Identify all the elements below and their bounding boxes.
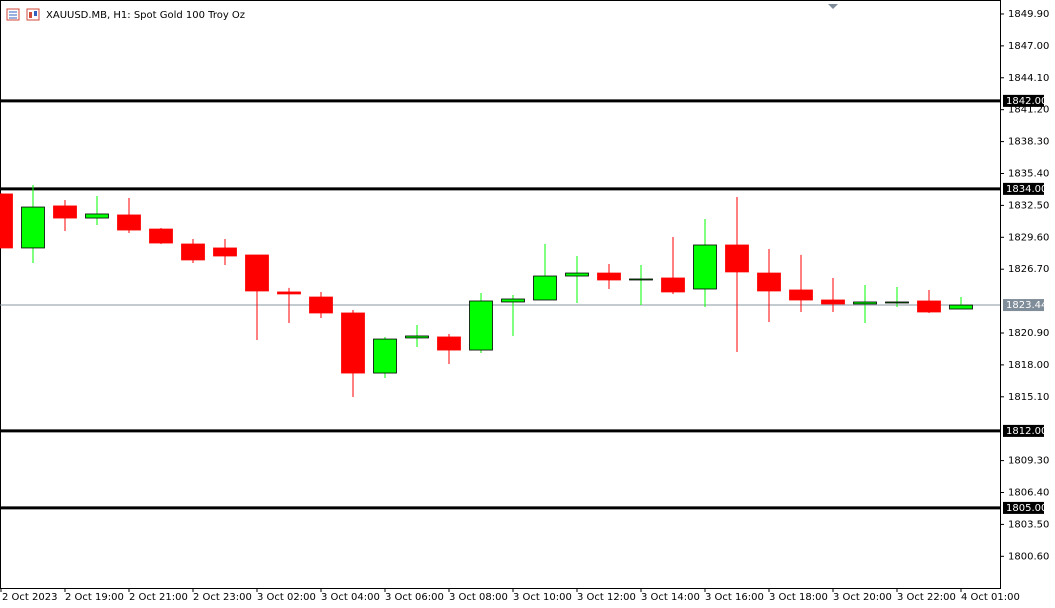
chart-title: XAUUSD.MB, H1: Spot Gold 100 Troy Oz — [46, 10, 245, 21]
y-tick-label: 1818.00 — [1008, 360, 1049, 371]
candle-body — [373, 338, 397, 374]
level-label: 1834.00 — [1006, 184, 1047, 195]
plot-frame — [0, 0, 1001, 589]
candle-body — [949, 304, 973, 310]
candle-body — [53, 205, 77, 219]
y-tick-label: 1809.30 — [1008, 456, 1049, 467]
y-tick-label: 1841.20 — [1008, 105, 1049, 116]
level-label: 1842.00 — [1006, 96, 1047, 107]
x-tick-label: 4 Oct 01:00 — [961, 592, 1020, 603]
y-tick-label: 1847.00 — [1008, 41, 1049, 52]
candle-body — [0, 193, 13, 249]
candle-body — [181, 243, 205, 261]
level-label-box — [1003, 424, 1044, 437]
y-tick-label: 1815.10 — [1008, 392, 1049, 403]
price-label-box — [1003, 299, 1044, 312]
y-tick-label: 1832.50 — [1008, 200, 1049, 211]
x-tick-label: 3 Oct 22:00 — [897, 592, 956, 603]
candle-body — [693, 244, 717, 290]
candle-body — [437, 336, 461, 351]
candle-body — [405, 335, 429, 339]
candle-body — [565, 272, 589, 277]
candle-body — [501, 298, 525, 303]
shift-marker — [828, 4, 838, 9]
y-tick-label: 1803.50 — [1008, 519, 1049, 530]
candle-body — [213, 247, 237, 257]
candle-body — [629, 278, 653, 281]
plot-area — [0, 99, 1000, 510]
x-tick-label: 3 Oct 14:00 — [641, 592, 700, 603]
candle-body — [21, 206, 45, 249]
candle-body — [853, 301, 877, 305]
candle-body — [309, 296, 333, 314]
level-label-box — [1003, 501, 1044, 514]
y-tick-label: 1826.70 — [1008, 264, 1049, 275]
candle-body — [661, 277, 685, 293]
candle-body — [821, 299, 845, 305]
x-tick-label: 2 Oct 2023 — [2, 592, 57, 603]
y-tick-label: 1838.30 — [1008, 137, 1049, 148]
x-tick-label: 3 Oct 16:00 — [705, 592, 764, 603]
candle-body — [149, 228, 173, 244]
candle-body — [277, 291, 301, 295]
candle-body — [725, 244, 749, 273]
level-label: 1805.00 — [1006, 503, 1047, 514]
x-tick-label: 3 Oct 20:00 — [833, 592, 892, 603]
x-tick-label: 3 Oct 10:00 — [513, 592, 572, 603]
candle-body — [885, 301, 909, 304]
symbol-icons — [6, 8, 40, 21]
y-tick-label: 1800.60 — [1008, 551, 1049, 562]
y-tick-label: 1820.90 — [1008, 328, 1049, 339]
x-tick-label: 2 Oct 21:00 — [129, 592, 188, 603]
x-tick-label: 2 Oct 19:00 — [65, 592, 124, 603]
x-tick-label: 3 Oct 18:00 — [769, 592, 828, 603]
candle-body — [789, 289, 813, 301]
candle-body — [757, 272, 781, 292]
candle-body — [597, 272, 621, 281]
candle-body — [85, 213, 109, 219]
x-tick-label: 3 Oct 02:00 — [257, 592, 316, 603]
candle-body — [117, 214, 141, 231]
price-label: 1823.44 — [1006, 300, 1047, 311]
level-label: 1812.00 — [1006, 426, 1047, 437]
candle-body — [533, 275, 557, 301]
x-tick-label: 3 Oct 08:00 — [449, 592, 508, 603]
x-tick-label: 3 Oct 06:00 — [385, 592, 444, 603]
x-tick-label: 3 Oct 12:00 — [577, 592, 636, 603]
candle-body — [341, 312, 365, 374]
candle-body — [245, 254, 269, 292]
y-tick-label: 1849.90 — [1008, 9, 1049, 20]
y-tick-label: 1844.10 — [1008, 73, 1049, 84]
candle-body — [917, 300, 941, 313]
y-tick-label: 1835.40 — [1008, 168, 1049, 179]
level-label-box — [1003, 182, 1044, 195]
x-tick-label: 3 Oct 04:00 — [321, 592, 380, 603]
y-tick-label: 1806.40 — [1008, 488, 1049, 499]
level-label-box — [1003, 94, 1044, 107]
candle-body — [469, 300, 493, 351]
y-tick-label: 1829.60 — [1008, 232, 1049, 243]
x-tick-label: 2 Oct 23:00 — [193, 592, 252, 603]
